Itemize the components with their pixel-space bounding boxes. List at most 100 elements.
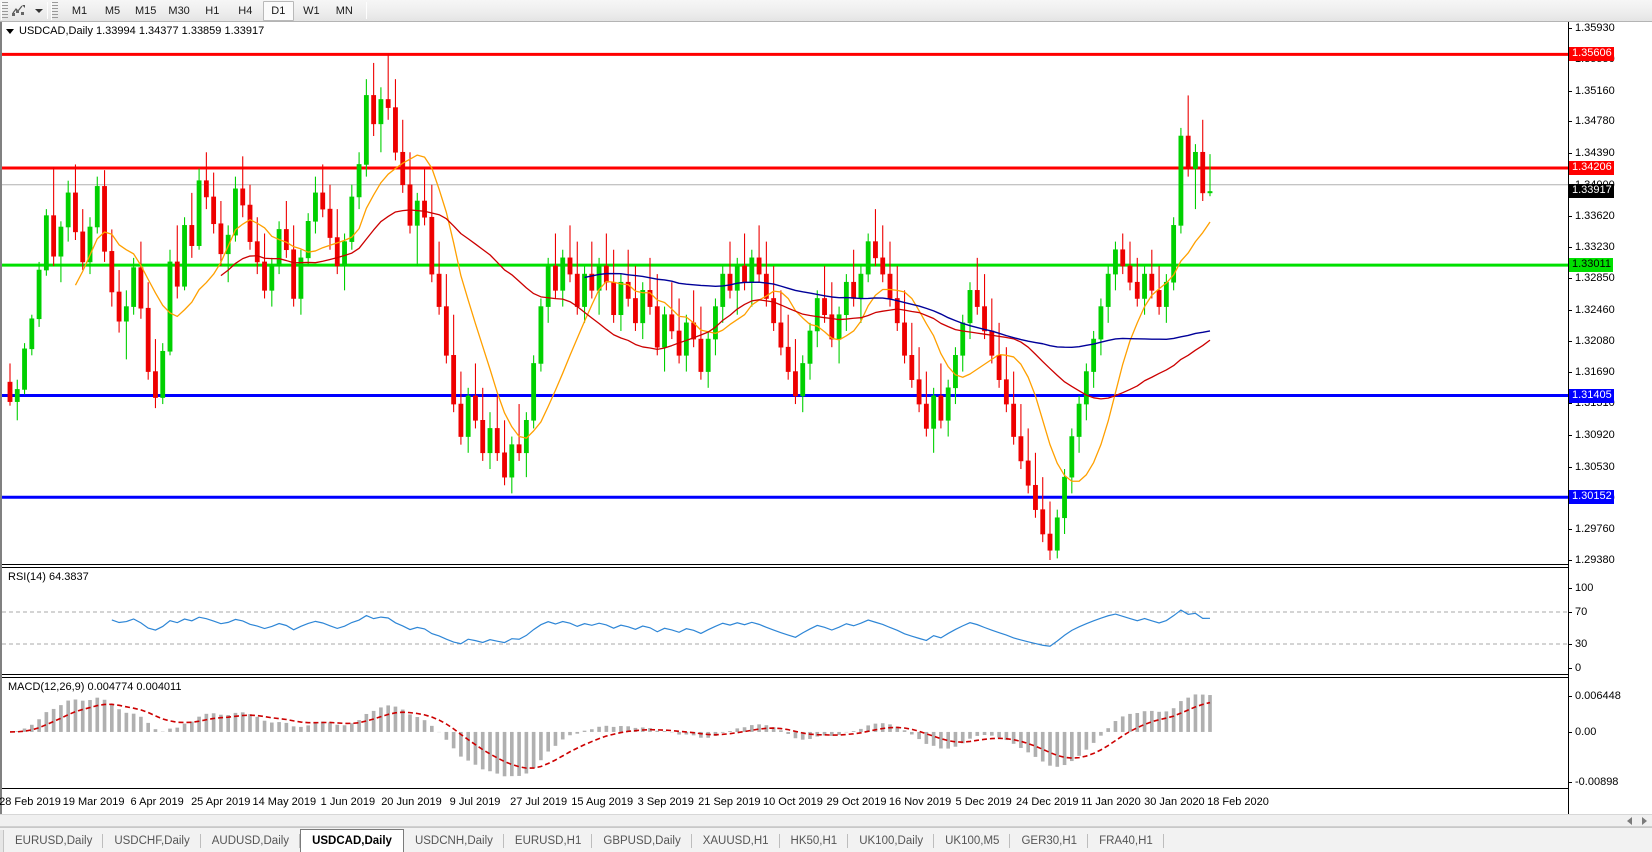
price-scale[interactable]: 1.359301.355501.351601.347801.343901.340… <box>1568 22 1652 814</box>
chart-tab-eurusd-daily[interactable]: EURUSD,Daily <box>4 830 104 852</box>
macd-pane[interactable]: MACD(12,26,9) 0.004774 0.004011 <box>2 678 1568 788</box>
chart-tab-uk100-daily[interactable]: UK100,Daily <box>848 830 935 852</box>
price-tick-label: 1.31310 <box>1575 397 1615 410</box>
axis-tick <box>1568 588 1572 589</box>
chart-tab-usdcnh-daily[interactable]: USDCNH,Daily <box>404 830 504 852</box>
price-tick <box>1568 215 1572 217</box>
price-chart-canvas <box>2 52 1568 560</box>
price-scale-axis <box>1568 22 1569 814</box>
chart-tab-ger30-h1[interactable]: GER30,H1 <box>1010 830 1088 852</box>
timeframe-w1[interactable]: W1 <box>303 4 320 17</box>
price-tick-label: 1.32080 <box>1575 334 1615 347</box>
horizontal-scrollbar[interactable] <box>0 814 1652 827</box>
tabbar-edge <box>0 830 4 852</box>
timeframe-m30[interactable]: M30 <box>168 4 190 17</box>
timeframe-h1[interactable]: H1 <box>205 4 220 17</box>
triangle-left-icon[interactable] <box>1622 815 1637 826</box>
price-tick <box>1568 278 1572 280</box>
price-tick <box>1568 372 1572 374</box>
axis-tick <box>1568 644 1572 645</box>
price-tick <box>1568 309 1572 311</box>
timeframe-h4[interactable]: H4 <box>238 4 253 17</box>
date-tick-label: 3 Sep 2019 <box>637 796 694 808</box>
chart-tab-usdcad-daily[interactable]: USDCAD,Daily <box>300 829 404 852</box>
chart-symbol-ohlc: USDCAD,Daily 1.33994 1.34377 1.33859 1.3… <box>19 25 265 37</box>
price-badge-support[interactable]: 1.31405 <box>1569 388 1614 403</box>
price-pane[interactable] <box>2 22 1568 566</box>
price-tick-label: 1.34780 <box>1575 115 1615 128</box>
macd-chart-canvas <box>9 694 1212 777</box>
timeframe-m5[interactable]: M5 <box>104 4 121 17</box>
timeframe-d1[interactable]: D1 <box>262 0 294 21</box>
date-tick-label: 21 Sep 2019 <box>698 796 761 808</box>
price-tick-label: 1.33620 <box>1575 209 1615 222</box>
pane-divider-price-rsi[interactable] <box>2 564 1652 568</box>
price-tick-label: 1.35160 <box>1575 84 1615 97</box>
rsi-label: RSI(14) 64.3837 <box>8 571 89 583</box>
price-tick-label: 1.29760 <box>1575 523 1615 536</box>
price-tick-label: 1.32850 <box>1575 272 1615 285</box>
price-tick-label: 1.33230 <box>1575 241 1615 254</box>
axis-tick <box>1568 731 1572 733</box>
price-tick <box>1568 28 1572 29</box>
price-tick-label: 1.30530 <box>1575 460 1615 473</box>
price-badge-current-price[interactable]: 1.33917 <box>1569 184 1614 199</box>
chart-tab-xauusd-h1[interactable]: XAUUSD,H1 <box>692 830 780 852</box>
price-badge-resistance[interactable]: 1.34206 <box>1569 161 1614 176</box>
price-tick <box>1568 121 1572 123</box>
date-tick-label: 20 Jun 2019 <box>381 796 442 808</box>
macd-label: MACD(12,26,9) 0.004774 0.004011 <box>8 681 182 693</box>
date-tick-label: 5 Dec 2019 <box>955 796 1012 808</box>
rsi-pane[interactable]: RSI(14) 64.3837 <box>2 568 1568 676</box>
chart-tab-fra40-h1[interactable]: FRA40,H1 <box>1088 830 1164 852</box>
axis-tick <box>1568 612 1572 613</box>
price-badge-resistance[interactable]: 1.35606 <box>1569 47 1614 62</box>
rsi-chart-canvas <box>2 609 1568 647</box>
chart-tab-hk50-h1[interactable]: HK50,H1 <box>780 830 849 852</box>
pane-divider-rsi-macd[interactable] <box>2 674 1652 678</box>
axis-tick <box>1568 668 1572 669</box>
macd-tick-label: 0.00 <box>1575 725 1597 738</box>
chart-tab-bar: EURUSD,Daily USDCHF,Daily AUDUSD,Daily USDC… <box>0 827 1652 852</box>
date-axis[interactable]: 28 Feb 2019 19 Mar 2019 6 Apr 2019 25 Apr 2… <box>0 788 1568 814</box>
price-tick <box>1568 340 1572 342</box>
axis-tick <box>1568 696 1572 697</box>
price-tick-label: 1.35930 <box>1575 22 1615 34</box>
toolbar-separator <box>47 2 48 19</box>
date-tick-label: 15 Aug 2019 <box>571 796 634 808</box>
indicators-icon[interactable] <box>8 1 32 21</box>
rsi-tick-label: 100 <box>1575 582 1594 594</box>
rsi-tick-label: 30 <box>1575 638 1588 650</box>
timeframe-mn[interactable]: MN <box>335 4 353 17</box>
timeframe-grip[interactable] <box>51 1 58 20</box>
chart-window[interactable]: USDCAD,Daily 1.33994 1.34377 1.33859 1.3… <box>0 22 1652 814</box>
rsi-tick-label: 0 <box>1575 662 1582 674</box>
date-tick-label: 11 Jan 2020 <box>1080 796 1141 808</box>
timeframe-m15[interactable]: M15 <box>135 4 157 17</box>
macd-tick-label: -0.00898 <box>1575 776 1619 788</box>
chart-tab-usdchf-daily[interactable]: USDCHF,Daily <box>103 830 202 852</box>
price-badge-support[interactable]: 1.33011 <box>1569 258 1613 273</box>
chart-tab-eurusd-h1[interactable]: EURUSD,H1 <box>504 830 593 852</box>
date-tick-label: 18 Feb 2020 <box>1207 796 1269 808</box>
axis-tick <box>1568 782 1572 783</box>
price-tick <box>1568 90 1572 92</box>
date-tick-label: 16 Nov 2019 <box>888 796 952 808</box>
indicators-dropdown-icon[interactable] <box>32 1 45 21</box>
timeframe-m1[interactable]: M1 <box>71 4 88 17</box>
toolbar-grip[interactable] <box>1 1 8 20</box>
price-tick-label: 1.30920 <box>1575 428 1615 441</box>
price-tick <box>1568 403 1572 405</box>
triangle-down-icon[interactable] <box>6 28 14 34</box>
price-tick-label: 1.31690 <box>1575 366 1615 379</box>
triangle-right-icon[interactable] <box>1637 815 1652 826</box>
price-badge-support[interactable]: 1.30152 <box>1569 490 1614 505</box>
chart-tab-audusd-daily[interactable]: AUDUSD,Daily <box>201 830 301 852</box>
date-tick-label: 27 Jul 2019 <box>510 796 568 808</box>
timeframe-list: M1 M5 M15 M30 H1 H4 D1 W1 MN <box>64 0 360 21</box>
chart-tab-uk100-m5[interactable]: UK100,M5 <box>934 830 1011 852</box>
chart-tab-gbpusd-daily[interactable]: GBPUSD,Daily <box>592 830 693 852</box>
price-tick <box>1568 466 1572 468</box>
rsi-tick-label: 70 <box>1575 606 1588 618</box>
price-tick <box>1568 247 1572 249</box>
